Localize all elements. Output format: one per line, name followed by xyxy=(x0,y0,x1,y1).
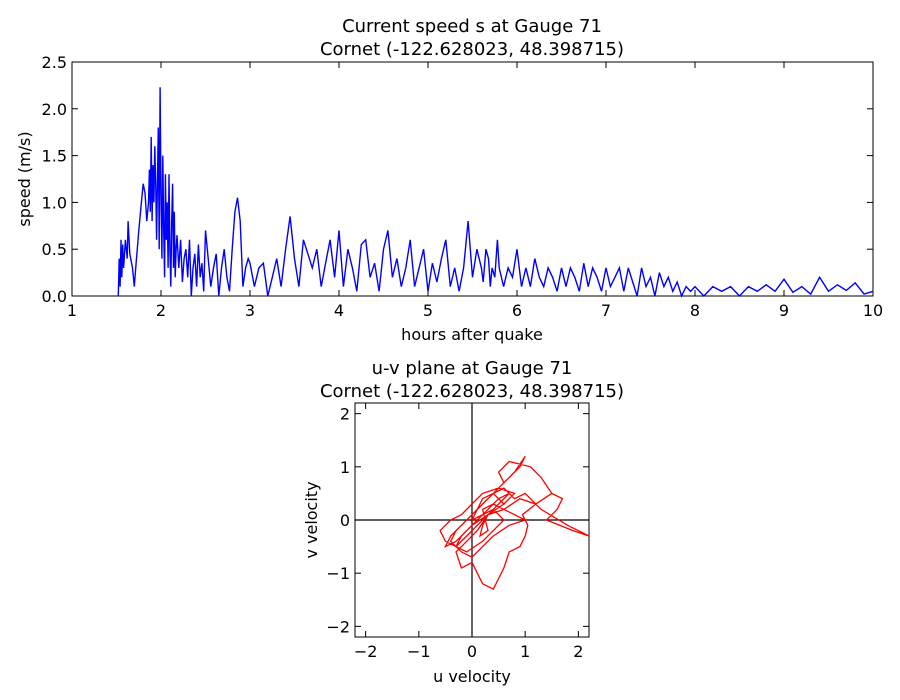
chart1-y-label: speed (m/s) xyxy=(15,131,34,226)
chart2-y-label: v velocity xyxy=(302,481,321,558)
chart2-y-tick-label: 2 xyxy=(340,405,350,424)
chart1-x-tick-label: 4 xyxy=(334,301,344,320)
chart1-x-tick-label: 7 xyxy=(601,301,611,320)
chart1-x-tick-label: 6 xyxy=(512,301,522,320)
speed-series-line xyxy=(117,87,874,298)
chart1-x-tick-label: 8 xyxy=(690,301,700,320)
chart1-title: Current speed s at Gauge 71 xyxy=(342,16,602,37)
uv-trajectory-line xyxy=(439,455,590,590)
chart2-x-tick-label: −2 xyxy=(354,642,378,661)
chart1-subtitle: Cornet (-122.628023, 48.398715) xyxy=(320,39,624,60)
chart1-x-tick-label: 1 xyxy=(67,301,77,320)
chart1-y-tick-label: 2.0 xyxy=(42,100,67,119)
chart2-x-label: u velocity xyxy=(433,667,511,686)
chart1-y-tick-label: 0.5 xyxy=(42,240,67,259)
uv-plane-chart: u-v plane at Gauge 71 Cornet (-122.62802… xyxy=(302,358,624,686)
chart2-y-ticks: −2 −1 0 1 2 xyxy=(326,405,589,636)
chart1-y-tick-label: 2.5 xyxy=(42,53,67,72)
chart2-y-tick-label: −1 xyxy=(326,564,350,583)
chart1-x-tick-label: 9 xyxy=(779,301,789,320)
chart1-x-tick-label: 2 xyxy=(156,301,166,320)
chart2-x-tick-label: 2 xyxy=(573,642,583,661)
chart2-x-tick-label: 1 xyxy=(520,642,530,661)
chart1-y-tick-label: 0.0 xyxy=(42,287,67,306)
chart1-y-tick-label: 1.5 xyxy=(42,147,67,166)
chart2-y-tick-label: 0 xyxy=(340,511,350,530)
chart2-y-tick-label: −2 xyxy=(326,617,350,636)
chart2-y-tick-label: 1 xyxy=(340,458,350,477)
chart1-x-label: hours after quake xyxy=(401,325,543,344)
chart2-x-tick-label: 0 xyxy=(467,642,477,661)
chart2-x-ticks: −2 −1 0 1 2 xyxy=(354,403,583,661)
chart1-x-ticks: 1 2 3 4 5 6 7 8 9 10 xyxy=(67,62,883,320)
speed-chart: Current speed s at Gauge 71 Cornet (-122… xyxy=(15,16,883,344)
chart1-plot-frame xyxy=(71,61,874,297)
chart1-y-tick-label: 1.0 xyxy=(42,193,67,212)
chart1-x-tick-label: 10 xyxy=(863,301,883,320)
chart1-x-tick-label: 3 xyxy=(245,301,255,320)
chart2-x-tick-label: −1 xyxy=(407,642,431,661)
chart2-subtitle: Cornet (-122.628023, 48.398715) xyxy=(320,381,624,402)
chart1-x-tick-label: 5 xyxy=(423,301,433,320)
chart2-title: u-v plane at Gauge 71 xyxy=(372,358,573,379)
chart1-y-ticks: 0.0 0.5 1.0 1.5 2.0 2.5 xyxy=(42,53,873,306)
